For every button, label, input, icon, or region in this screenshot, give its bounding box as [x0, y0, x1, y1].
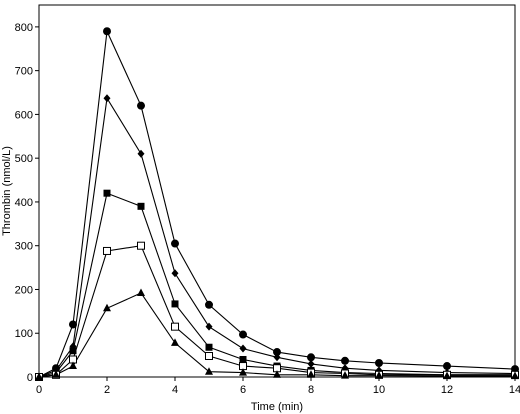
- data-point-open-square: [137, 241, 145, 250]
- data-point-filled-triangle: [103, 303, 111, 312]
- y-tick-label: 100: [15, 328, 33, 340]
- data-point-filled-circle: [205, 300, 213, 309]
- x-axis-label: Time (min): [251, 401, 303, 413]
- data-point-filled-circle: [103, 27, 111, 36]
- data-point-filled-triangle: [205, 367, 213, 375]
- data-point-filled-square: [171, 300, 179, 308]
- data-point-filled-diamond: [137, 149, 145, 158]
- data-point-filled-square: [103, 189, 111, 197]
- data-point-filled-triangle: [239, 368, 247, 376]
- series-markers: [35, 27, 519, 381]
- data-point-filled-diamond: [171, 269, 179, 278]
- x-tick-label: 12: [441, 384, 453, 396]
- data-point-filled-circle: [443, 362, 451, 371]
- data-point-filled-circle: [341, 356, 349, 365]
- data-point-filled-circle: [307, 353, 315, 362]
- data-point-filled-circle: [69, 320, 77, 329]
- data-point-filled-circle: [273, 348, 281, 357]
- data-point-filled-square: [239, 355, 247, 363]
- y-tick-label: 400: [15, 197, 33, 209]
- y-tick-label: 500: [15, 153, 33, 165]
- data-point-filled-diamond: [103, 94, 111, 103]
- y-tick-label: 800: [15, 22, 33, 34]
- y-tick-label: 600: [15, 109, 33, 121]
- data-point-filled-circle: [137, 101, 145, 110]
- data-point-filled-diamond: [273, 353, 281, 362]
- y-tick-label: 300: [15, 241, 33, 253]
- x-tick-label: 14: [509, 384, 520, 396]
- y-axis-label: Thrombin (nmol/L): [1, 146, 13, 236]
- x-tick-label: 8: [308, 384, 314, 396]
- data-point-filled-circle: [171, 239, 179, 248]
- data-point-filled-triangle: [137, 288, 145, 296]
- data-point-open-square: [205, 351, 213, 360]
- data-point-filled-square: [69, 347, 77, 355]
- data-point-filled-square: [205, 343, 213, 351]
- series-line-open-square: [38, 245, 515, 378]
- data-point-filled-triangle: [307, 370, 315, 378]
- plot-frame: [38, 4, 516, 378]
- x-tick-label: 6: [240, 384, 246, 396]
- data-point-filled-square: [137, 202, 145, 210]
- data-point-filled-circle: [239, 330, 247, 339]
- data-point-filled-triangle: [273, 370, 281, 378]
- series-line-filled-diamond: [38, 96, 516, 378]
- y-tick-label: 700: [15, 66, 33, 78]
- data-point-open-square: [103, 246, 111, 255]
- data-point-filled-triangle: [171, 338, 179, 346]
- y-axis: 0 100 200 300 400 500 600 700 800: [15, 22, 39, 384]
- x-tick-label: 2: [104, 384, 110, 396]
- data-point-open-square: [171, 322, 179, 331]
- series-line-filled-circle: [38, 29, 516, 378]
- x-tick-label: 10: [373, 384, 385, 396]
- data-point-filled-diamond: [239, 344, 247, 353]
- x-tick-label: 0: [36, 384, 42, 396]
- series-line-filled-square: [38, 192, 515, 378]
- data-point-filled-circle: [375, 358, 383, 367]
- data-point-filled-triangle: [52, 370, 60, 378]
- series-line-filled-triangle: [38, 292, 515, 378]
- data-point-filled-diamond: [307, 359, 315, 368]
- data-point-filled-diamond: [205, 322, 213, 331]
- y-tick-label: 0: [27, 372, 33, 384]
- x-axis: 0 2 4 6 8 10 12 14: [36, 377, 520, 396]
- y-tick-label: 200: [15, 284, 33, 296]
- series-lines: [38, 29, 516, 378]
- x-tick-label: 4: [172, 384, 178, 396]
- data-point-filled-triangle: [69, 361, 77, 370]
